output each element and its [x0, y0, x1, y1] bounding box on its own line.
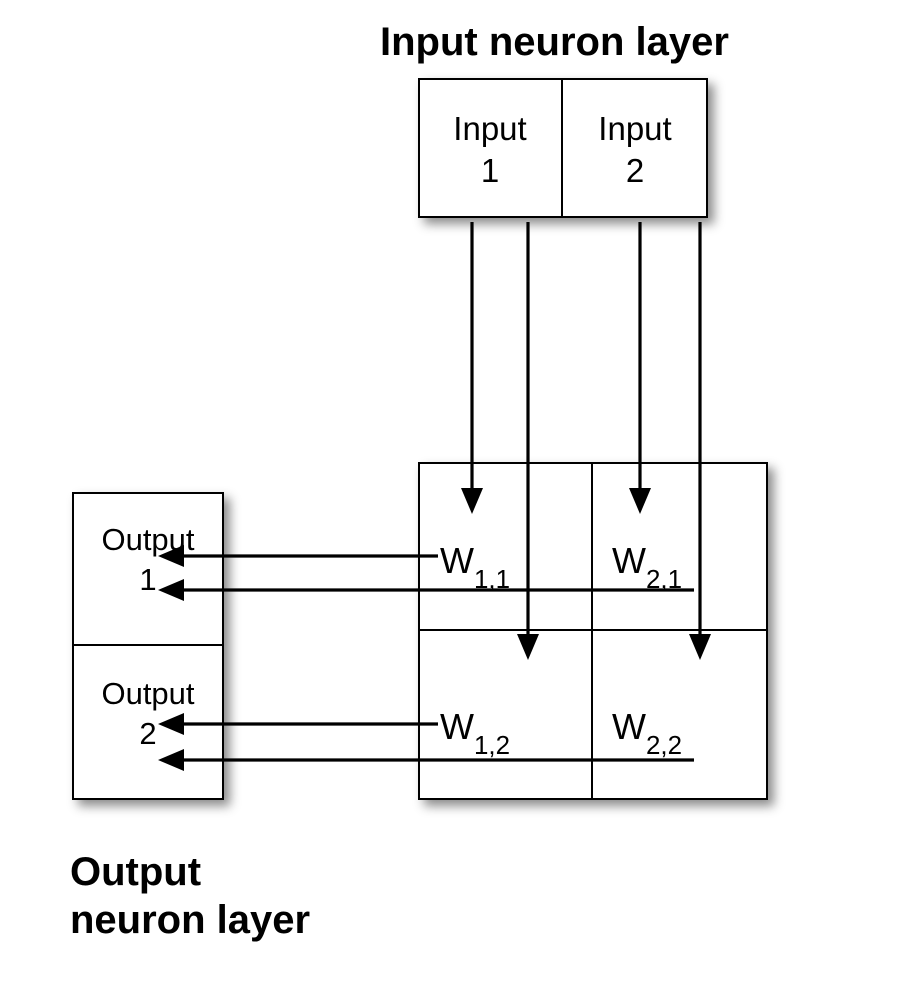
weight-sub: 1,1	[474, 566, 510, 594]
input-1-label-line1: Input	[430, 110, 550, 148]
output-1-label-line2: 1	[88, 562, 208, 598]
weight-label-2-1: W2,1	[612, 540, 682, 588]
weight-sub: 2,2	[646, 732, 682, 760]
weight-label-1-1: W1,1	[440, 540, 510, 588]
input-2-label-line2: 2	[575, 152, 695, 190]
weight-sub: 1,2	[474, 732, 510, 760]
weight-base: W	[612, 706, 646, 747]
input-2-label-line1: Input	[575, 110, 695, 148]
output-layer-title-line1: Output	[70, 850, 201, 895]
weight-base: W	[612, 540, 646, 581]
input-neuron-2	[561, 78, 708, 218]
input-1-label-line2: 1	[430, 152, 550, 190]
weight-label-2-2: W2,2	[612, 706, 682, 754]
weight-base: W	[440, 540, 474, 581]
output-2-label-line2: 2	[88, 716, 208, 752]
output-layer-title-line2: neuron layer	[70, 898, 310, 943]
weight-sub: 2,1	[646, 566, 682, 594]
input-layer-title: Input neuron layer	[380, 20, 729, 65]
output-2-label-line1: Output	[88, 676, 208, 712]
weight-base: W	[440, 706, 474, 747]
input-neuron-1	[418, 78, 563, 218]
diagram-canvas: Input neuron layer Output neuron layer I…	[0, 0, 905, 988]
output-1-label-line1: Output	[88, 522, 208, 558]
weight-label-1-2: W1,2	[440, 706, 510, 754]
